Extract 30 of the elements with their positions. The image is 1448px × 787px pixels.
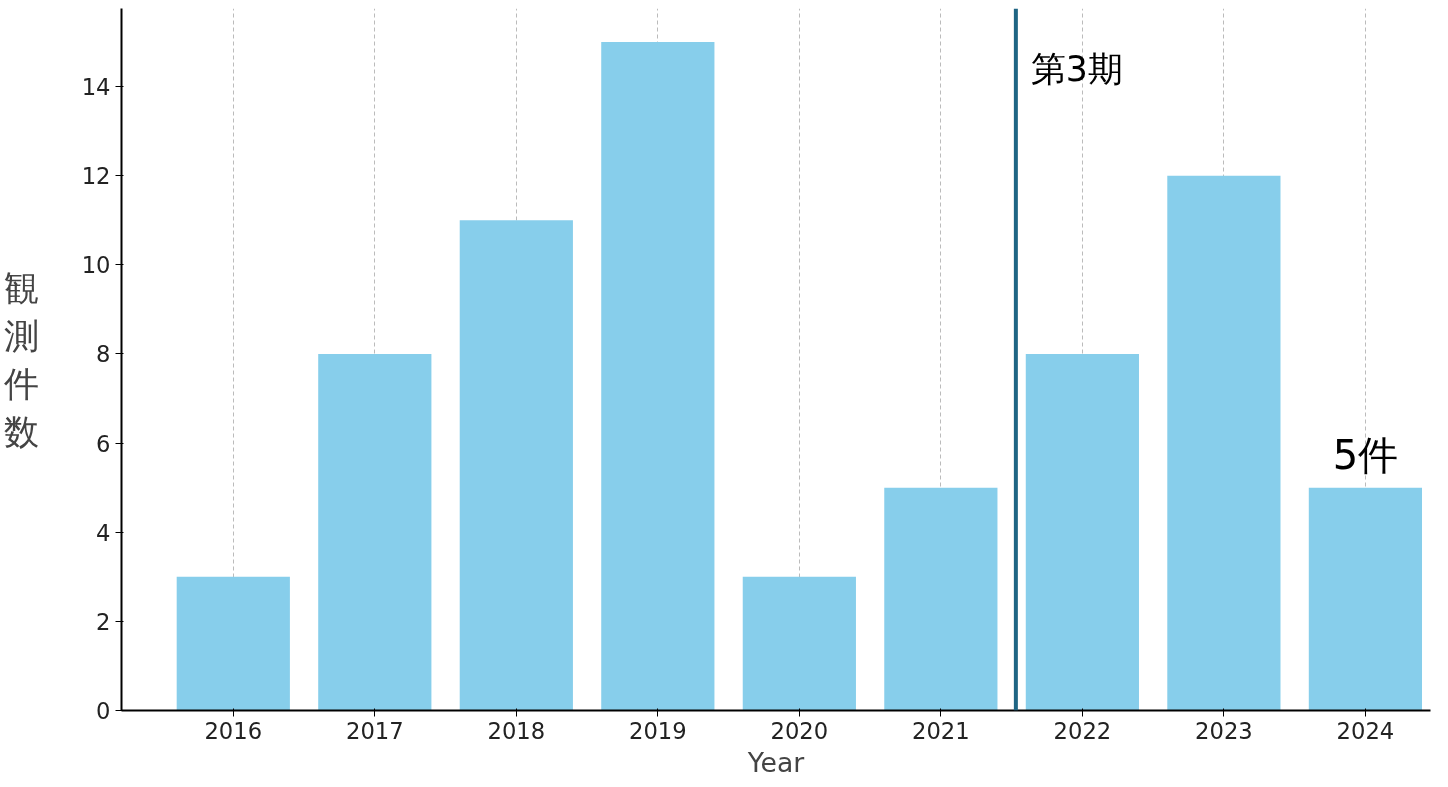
bar (1025, 353, 1139, 711)
x-tick-label: 2024 (1336, 717, 1395, 744)
bar (1308, 487, 1423, 711)
bar (884, 487, 998, 711)
y-tick-label: 8 (96, 341, 111, 368)
x-tick-label: 2021 (912, 717, 970, 744)
y-tick-label: 10 (81, 252, 111, 279)
bar (742, 576, 856, 711)
x-tick-label: 2020 (770, 717, 829, 744)
x-axis-title: Year (746, 746, 805, 778)
x-tick-label: 2022 (1053, 717, 1112, 744)
x-tick-label: 2019 (629, 717, 687, 744)
bar (601, 41, 715, 711)
y-tick-label: 14 (81, 74, 111, 100)
data-label: 5件 (1332, 431, 1399, 478)
x-tick-label: 2017 (345, 717, 404, 744)
bar (176, 576, 290, 711)
y-tick-label: 2 (96, 608, 111, 635)
x-tick-label: 2016 (204, 717, 263, 744)
bar (459, 220, 573, 711)
y-axis-title: 観測件数 (3, 267, 39, 452)
y-tick-label: 0 (96, 698, 111, 724)
y-tick-label: 6 (96, 430, 111, 457)
ref-line-label: 第3期 (1030, 48, 1123, 89)
y-tick-label: 12 (81, 163, 111, 190)
x-tick-label: 2018 (487, 717, 546, 744)
bar (318, 353, 432, 711)
y-tick-label: 4 (96, 519, 111, 546)
x-tick-label: 2023 (1195, 717, 1253, 744)
bar (1167, 175, 1281, 711)
